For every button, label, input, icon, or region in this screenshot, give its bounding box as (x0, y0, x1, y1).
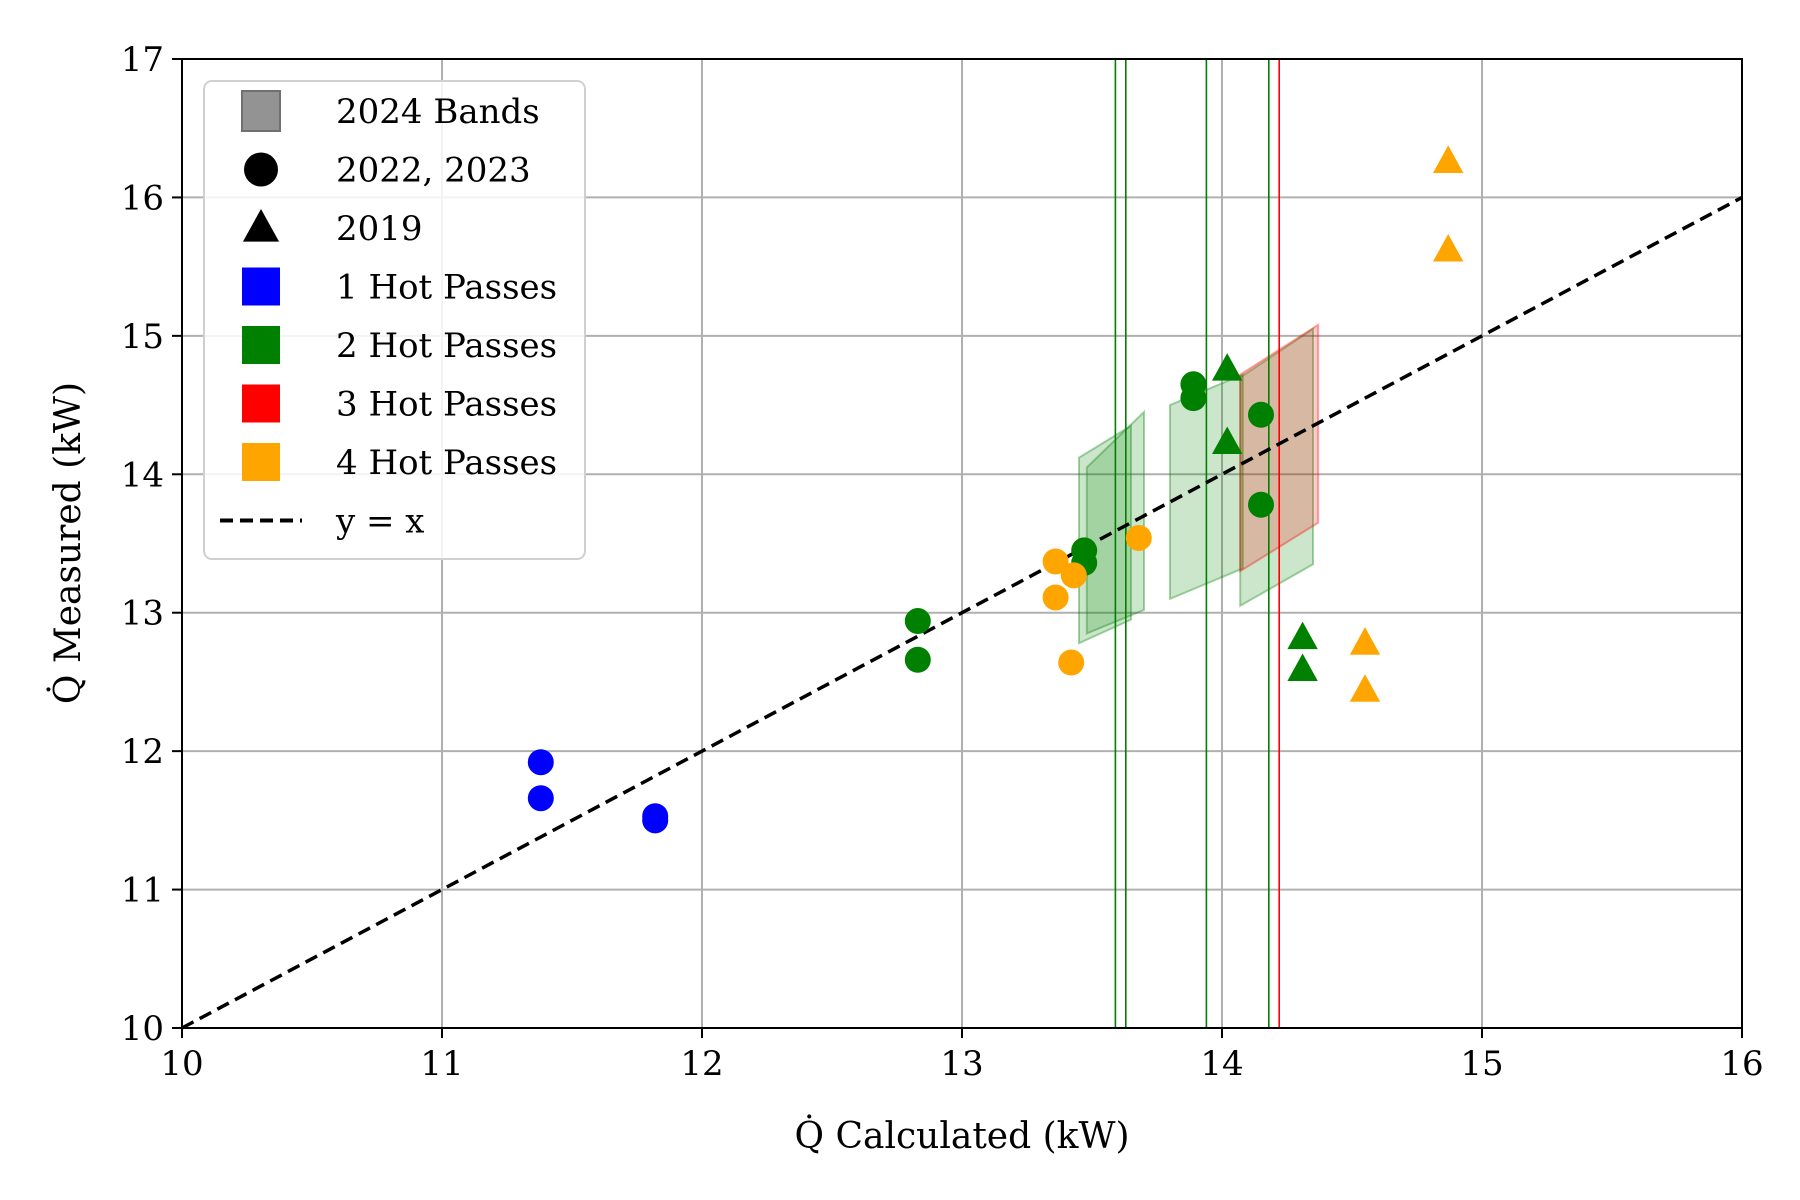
legend-swatch (242, 443, 280, 481)
reference-line-layer (181, 195, 1743, 1030)
circle-point (1248, 401, 1274, 428)
x-axis-label: Q̇ Calculated (kW) (795, 1115, 1130, 1157)
circle-point (1042, 584, 1069, 611)
circle-point (904, 646, 931, 673)
y-tick-label: 17 (121, 40, 164, 80)
x-tick-label: 10 (160, 1044, 203, 1084)
x-tick-label: 15 (1460, 1044, 1503, 1084)
legend-swatch (242, 326, 280, 364)
triangle-point (1212, 353, 1243, 381)
legend: 2024 Bands 2022, 2023 2019 1 Hot Passes 2 Ho… (203, 80, 586, 560)
y-tick-label: 15 (121, 317, 164, 357)
legend-label: 2019 (336, 209, 423, 249)
axis-ticks: 10 11 12 13 14 15 16 10 11 12 13 14 15 16 17 (121, 40, 1764, 1084)
x-tick-label: 11 (420, 1044, 463, 1084)
circle-point (527, 785, 554, 812)
triangle-point (1287, 653, 1318, 681)
circle-point (1180, 385, 1207, 412)
reference-line-y-equals-x (181, 195, 1743, 1030)
data-points (527, 145, 1464, 834)
triangle-point (1349, 627, 1381, 655)
legend-box (203, 80, 586, 560)
triangle-point (1349, 674, 1381, 702)
y-tick-label: 10 (121, 1009, 164, 1049)
triangle-point (1212, 426, 1243, 454)
triangle-point (1287, 621, 1318, 650)
legend-label: 3 Hot Passes (336, 385, 557, 425)
legend-label: 2022, 2023 (336, 151, 531, 191)
y-tick-label: 14 (121, 455, 164, 495)
x-tick-label: 16 (1720, 1044, 1763, 1084)
circle-point (1125, 524, 1152, 551)
circle-point (527, 749, 554, 776)
legend-swatch (242, 384, 280, 423)
y-axis-label: Q̇ Measured (kW) (47, 382, 89, 704)
x-tick-label: 14 (1200, 1044, 1243, 1084)
triangle-point (1433, 234, 1464, 262)
circle-point (904, 608, 931, 635)
legend-swatch (242, 267, 280, 306)
legend-label: 2024 Bands (336, 92, 540, 132)
y-tick-label: 11 (121, 871, 164, 911)
legend-label: 4 Hot Passes (336, 443, 557, 483)
legend-swatch-band (241, 90, 281, 132)
y-tick-label: 16 (121, 178, 164, 218)
legend-label: 2 Hot Passes (336, 326, 557, 366)
vertical-lines (1114, 59, 1280, 1028)
circle-point (642, 807, 669, 834)
y-tick-label: 13 (121, 594, 164, 634)
x-tick-label: 13 (940, 1044, 983, 1084)
x-tick-label: 12 (680, 1044, 723, 1084)
legend-marker-circle (244, 152, 278, 187)
legend-marker-triangle (242, 209, 280, 242)
band-2024 (1078, 424, 1132, 645)
circle-point (1060, 562, 1087, 589)
circle-point (1248, 491, 1274, 518)
circle-point (1042, 548, 1069, 575)
circle-point (1058, 649, 1085, 676)
legend-label: y = x (335, 502, 425, 542)
legend-label: 1 Hot Passes (336, 268, 557, 308)
y-tick-label: 12 (121, 732, 164, 772)
triangle-point (1433, 145, 1464, 173)
